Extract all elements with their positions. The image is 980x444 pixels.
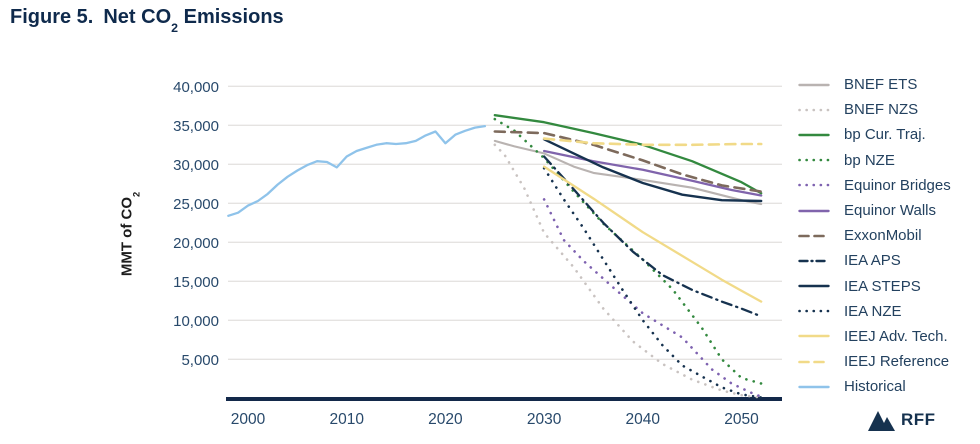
legend-label: IEA APS xyxy=(844,252,901,270)
x-tick-label: 2050 xyxy=(724,411,759,428)
legend-label: IEA STEPS xyxy=(844,277,921,295)
y-axis-label-subscript: 2 xyxy=(131,191,142,198)
legend-label: ExxonMobil xyxy=(844,227,922,245)
y-tick-label: 25,000 xyxy=(173,196,219,213)
rff-mountain-icon xyxy=(868,411,895,431)
legend-label: BNEF ETS xyxy=(844,76,918,94)
series-line-ieej-reference xyxy=(542,137,763,147)
rff-logo-text: RFF xyxy=(901,410,936,429)
y-tick-label: 10,000 xyxy=(173,313,219,330)
x-tick-label: 2040 xyxy=(626,411,661,428)
legend-swatch-ieej-adv-tech xyxy=(798,335,830,338)
chart-legend: BNEF ETS BNEF NZS bp Cur. Traj. bp NZE Equin… xyxy=(798,72,951,399)
y-tick-label: 40,000 xyxy=(173,79,219,96)
y-tick-label: 20,000 xyxy=(173,235,219,252)
legend-swatch-ieej-reference xyxy=(798,360,830,363)
series-line-iea-nze xyxy=(542,166,763,399)
legend-item-bp-cur-traj: bp Cur. Traj. xyxy=(798,122,951,147)
series-line-ieej-adv-tech xyxy=(542,165,763,303)
legend-label: Equinor Bridges xyxy=(844,176,951,194)
legend-item-bnef-nzs: BNEF NZS xyxy=(798,97,951,122)
legend-swatch-exxonmobil xyxy=(798,234,830,238)
legend-swatch-iea-steps xyxy=(798,284,830,288)
series-line-bp-nze xyxy=(493,117,763,385)
legend-label: IEEJ Adv. Tech. xyxy=(844,327,948,345)
series-line-historical xyxy=(227,124,487,217)
legend-label: Equinor Walls xyxy=(844,202,936,220)
legend-swatch-bp-nze xyxy=(798,158,830,162)
legend-swatch-bnef-nzs xyxy=(798,108,830,112)
x-tick-label: 2010 xyxy=(329,411,364,428)
series-line-bnef-nzs xyxy=(493,143,763,399)
x-tick-label: 2000 xyxy=(231,411,266,428)
legend-item-equinor-bridges: Equinor Bridges xyxy=(798,173,951,198)
legend-label: BNEF NZS xyxy=(844,101,919,119)
y-tick-label: 35,000 xyxy=(173,118,219,135)
legend-label: IEA NZE xyxy=(844,302,902,320)
legend-swatch-bp-cur-traj xyxy=(798,133,830,137)
legend-swatch-iea-nze xyxy=(798,309,830,313)
series-line-bp-cur-traj xyxy=(493,114,763,195)
legend-item-exxonmobil: ExxonMobil xyxy=(798,223,951,248)
legend-swatch-equinor-walls xyxy=(798,209,830,212)
figure-number: Figure 5. xyxy=(10,6,94,28)
legend-label: bp NZE xyxy=(844,151,895,169)
legend-item-bnef-ets: BNEF ETS xyxy=(798,72,951,97)
y-tick-label: 15,000 xyxy=(173,274,219,291)
legend-label: Historical xyxy=(844,378,906,396)
title-text-post: Emissions xyxy=(178,6,284,28)
y-axis-label-pre: MMT of CO xyxy=(118,197,136,277)
legend-item-iea-aps: IEA APS xyxy=(798,248,951,273)
series-line-iea-aps xyxy=(542,155,763,318)
legend-swatch-equinor-bridges xyxy=(798,184,830,187)
y-axis-label: MMT of CO2 xyxy=(118,192,142,277)
legend-item-ieej-reference: IEEJ Reference xyxy=(798,349,951,374)
legend-swatch-bnef-ets xyxy=(798,83,830,86)
series-line-exxonmobil xyxy=(493,130,763,193)
legend-item-equinor-walls: Equinor Walls xyxy=(798,198,951,223)
y-tick-label: 30,000 xyxy=(173,157,219,174)
legend-swatch-iea-aps xyxy=(798,259,830,263)
title-subscript: 2 xyxy=(171,21,179,35)
series-line-iea-steps xyxy=(542,138,763,203)
legend-item-iea-steps: IEA STEPS xyxy=(798,274,951,299)
series-line-equinor-bridges xyxy=(542,198,763,399)
rff-logo: RFF xyxy=(868,408,936,432)
series-line-bnef-ets xyxy=(493,139,763,206)
legend-item-historical: Historical xyxy=(798,374,951,399)
figure-title: Figure 5. Net CO2 Emissions xyxy=(10,6,284,34)
legend-label: IEEJ Reference xyxy=(844,353,950,371)
legend-swatch-historical xyxy=(798,385,830,389)
legend-item-ieej-adv-tech: IEEJ Adv. Tech. xyxy=(798,324,951,349)
title-text-pre: Net CO xyxy=(103,6,172,28)
y-tick-label: 5,000 xyxy=(181,352,219,369)
x-tick-label: 2030 xyxy=(527,411,562,428)
legend-item-iea-nze: IEA NZE xyxy=(798,299,951,324)
legend-label: bp Cur. Traj. xyxy=(844,126,926,144)
x-tick-label: 2020 xyxy=(428,411,463,428)
legend-item-bp-nze: bp NZE xyxy=(798,148,951,173)
